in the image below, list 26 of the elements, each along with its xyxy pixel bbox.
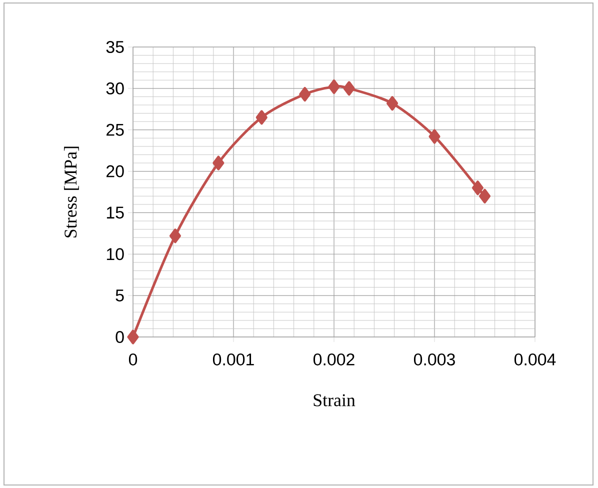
point	[386, 96, 398, 111]
x-tick-label: 0.001	[212, 353, 254, 366]
y-tick-label: 10	[106, 248, 124, 260]
y-tick-label: 20	[106, 165, 124, 178]
x-axis-title: Strain	[314, 394, 356, 406]
point	[212, 156, 224, 170]
point	[256, 110, 268, 125]
point	[299, 86, 311, 102]
point	[169, 228, 181, 244]
y-tick-label: 30	[106, 82, 124, 94]
y-tick-label: 0	[116, 330, 124, 343]
x-tick-label: 0.004	[514, 353, 556, 366]
y-tick-label: 25	[106, 124, 124, 136]
y-tick-label: 5	[116, 290, 124, 302]
point	[127, 330, 139, 344]
point	[428, 129, 440, 144]
y-tick-label: 15	[106, 206, 124, 219]
y-tick-label: 35	[106, 40, 124, 53]
point	[472, 180, 484, 196]
point	[328, 79, 340, 94]
point	[343, 81, 355, 96]
x-tick-label: 0.002	[313, 353, 354, 366]
x-tick-label: 0.003	[414, 353, 455, 366]
point	[478, 188, 491, 204]
y-axis-title: Stress [MPa]	[64, 146, 79, 238]
x-tick-label: 0	[128, 353, 138, 366]
